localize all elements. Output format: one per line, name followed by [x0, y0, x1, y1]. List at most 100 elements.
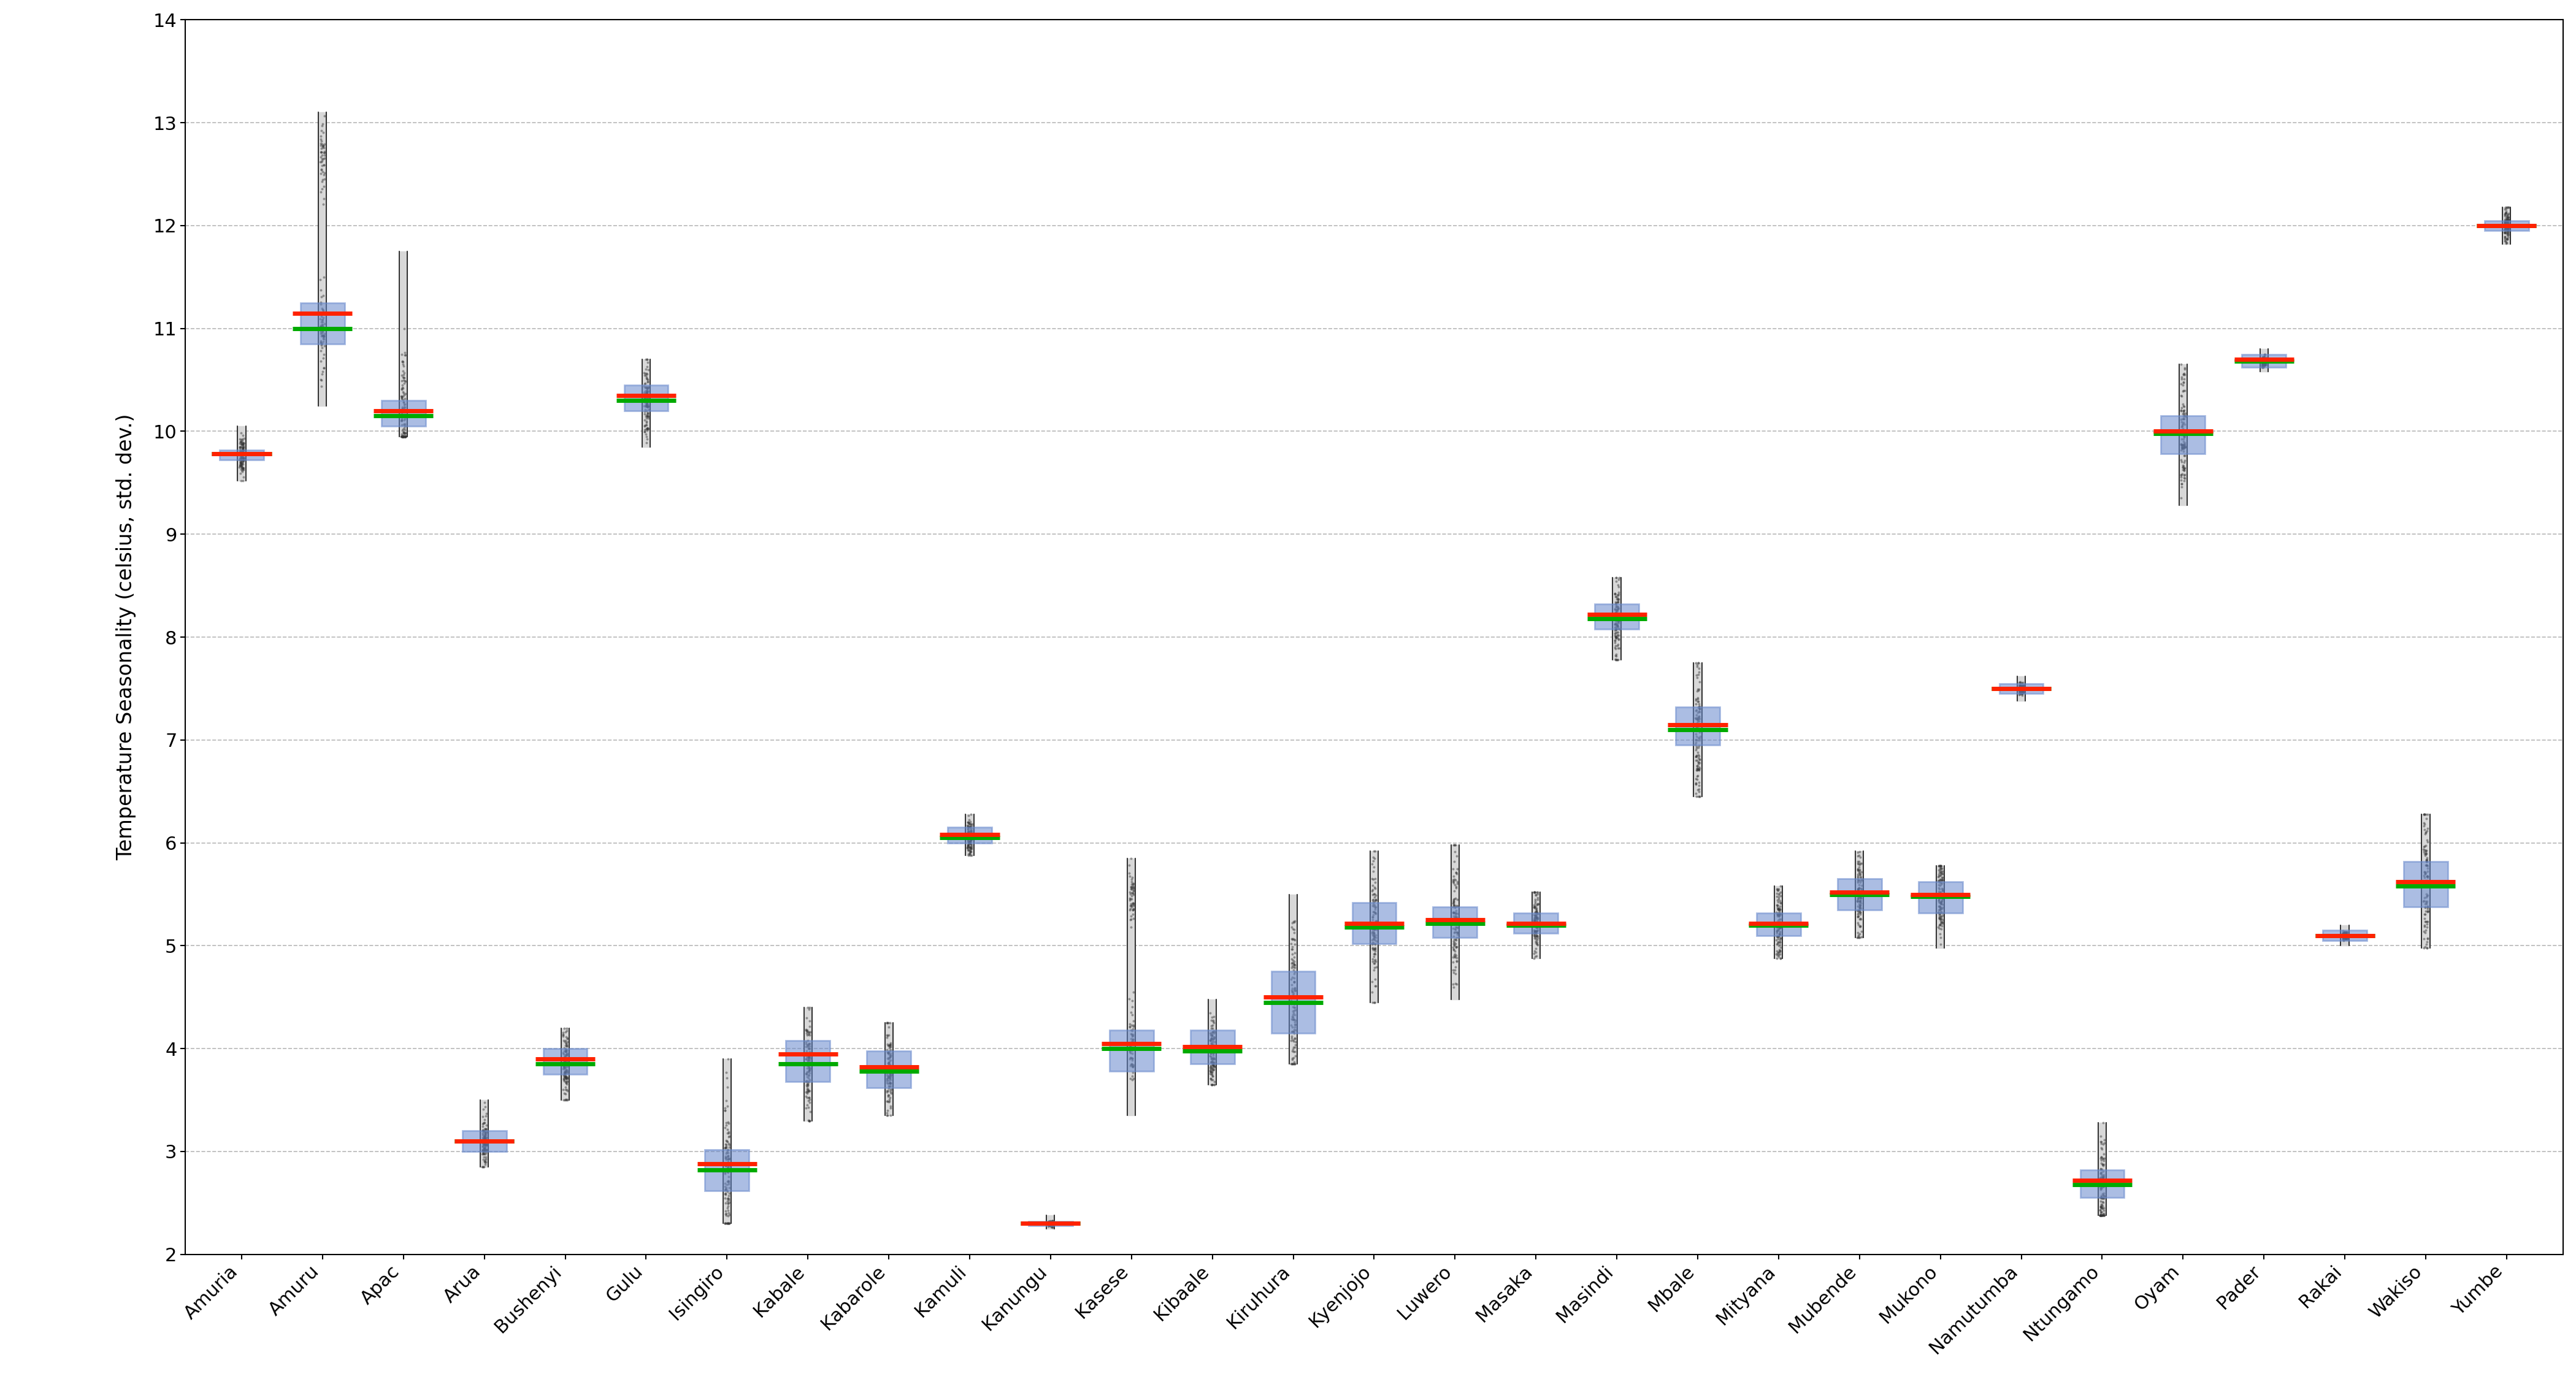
Point — [1355, 938, 1396, 960]
Point — [1110, 1014, 1151, 1036]
Point — [1677, 756, 1718, 779]
Point — [786, 1030, 827, 1053]
Point — [222, 436, 263, 459]
Point — [1113, 1014, 1154, 1036]
Point — [1922, 905, 1963, 927]
Point — [2081, 1138, 2123, 1160]
Point — [1999, 682, 2040, 705]
Point — [301, 144, 343, 166]
Point — [1432, 868, 1473, 891]
Point — [868, 1012, 909, 1035]
Point — [786, 1019, 827, 1042]
Point — [219, 453, 260, 475]
Point — [2081, 1184, 2123, 1206]
Point — [2002, 679, 2043, 702]
Point — [2002, 678, 2043, 700]
Point — [2244, 352, 2285, 375]
Point — [1597, 611, 1638, 633]
Point — [1352, 959, 1394, 981]
Point — [1030, 1213, 1072, 1236]
Point — [464, 1117, 505, 1139]
Point — [2488, 218, 2530, 240]
Point — [1435, 911, 1476, 934]
Point — [1110, 874, 1151, 896]
Point — [2244, 351, 2285, 373]
Point — [1193, 1026, 1234, 1048]
Point — [2324, 927, 2365, 949]
Point — [1352, 917, 1394, 939]
Point — [1759, 916, 1801, 938]
Point — [1355, 871, 1396, 893]
Point — [2002, 677, 2043, 699]
Point — [1108, 988, 1149, 1011]
Point — [1999, 678, 2040, 700]
Point — [786, 1046, 827, 1068]
Point — [1190, 1054, 1231, 1076]
Point — [1677, 707, 1718, 730]
Point — [1595, 632, 1636, 654]
Point — [1193, 1021, 1234, 1043]
Point — [2486, 221, 2527, 243]
Point — [1919, 903, 1960, 925]
Point — [626, 363, 667, 386]
Point — [623, 386, 665, 408]
Point — [466, 1132, 507, 1155]
Point — [2002, 677, 2043, 699]
Point — [546, 1089, 587, 1111]
Point — [1677, 758, 1718, 780]
Point — [1273, 979, 1314, 1001]
Point — [1517, 892, 1558, 914]
Point — [1919, 871, 1960, 893]
Point — [384, 425, 425, 447]
Point — [2244, 354, 2285, 376]
Point — [786, 1062, 827, 1085]
Point — [1757, 918, 1798, 941]
Point — [384, 344, 425, 366]
Point — [626, 369, 667, 391]
Point — [2244, 354, 2285, 376]
Point — [1355, 847, 1396, 870]
Point — [1110, 1039, 1151, 1061]
Point — [1193, 1030, 1234, 1053]
Point — [1837, 906, 1878, 928]
Point — [2403, 916, 2445, 938]
Point — [1030, 1212, 1072, 1234]
Point — [1674, 773, 1716, 795]
Point — [301, 171, 343, 193]
Point — [2244, 351, 2285, 373]
Point — [703, 1137, 744, 1159]
Point — [1113, 879, 1154, 902]
Point — [1435, 937, 1476, 959]
Point — [1839, 895, 1880, 917]
Point — [1595, 625, 1636, 647]
Point — [2403, 839, 2445, 861]
Point — [626, 377, 667, 400]
Point — [222, 457, 263, 480]
Point — [1757, 879, 1798, 902]
Point — [2084, 1199, 2125, 1222]
Point — [1677, 713, 1718, 735]
Point — [1759, 891, 1801, 913]
Point — [786, 1047, 827, 1069]
Point — [951, 819, 992, 842]
Point — [544, 1053, 585, 1075]
Point — [464, 1109, 505, 1131]
Point — [1597, 628, 1638, 650]
Point — [626, 358, 667, 380]
Point — [1193, 1040, 1234, 1062]
Point — [2246, 347, 2287, 369]
Point — [1515, 881, 1556, 903]
Point — [788, 1055, 829, 1078]
Point — [301, 133, 343, 155]
Point — [1515, 916, 1556, 938]
Point — [948, 830, 989, 853]
Point — [626, 348, 667, 370]
Point — [1028, 1213, 1069, 1236]
Point — [786, 1074, 827, 1096]
Point — [2002, 679, 2043, 702]
Point — [951, 826, 992, 849]
Point — [544, 1057, 585, 1079]
Point — [1432, 850, 1473, 872]
Point — [464, 1152, 505, 1174]
Point — [464, 1131, 505, 1153]
